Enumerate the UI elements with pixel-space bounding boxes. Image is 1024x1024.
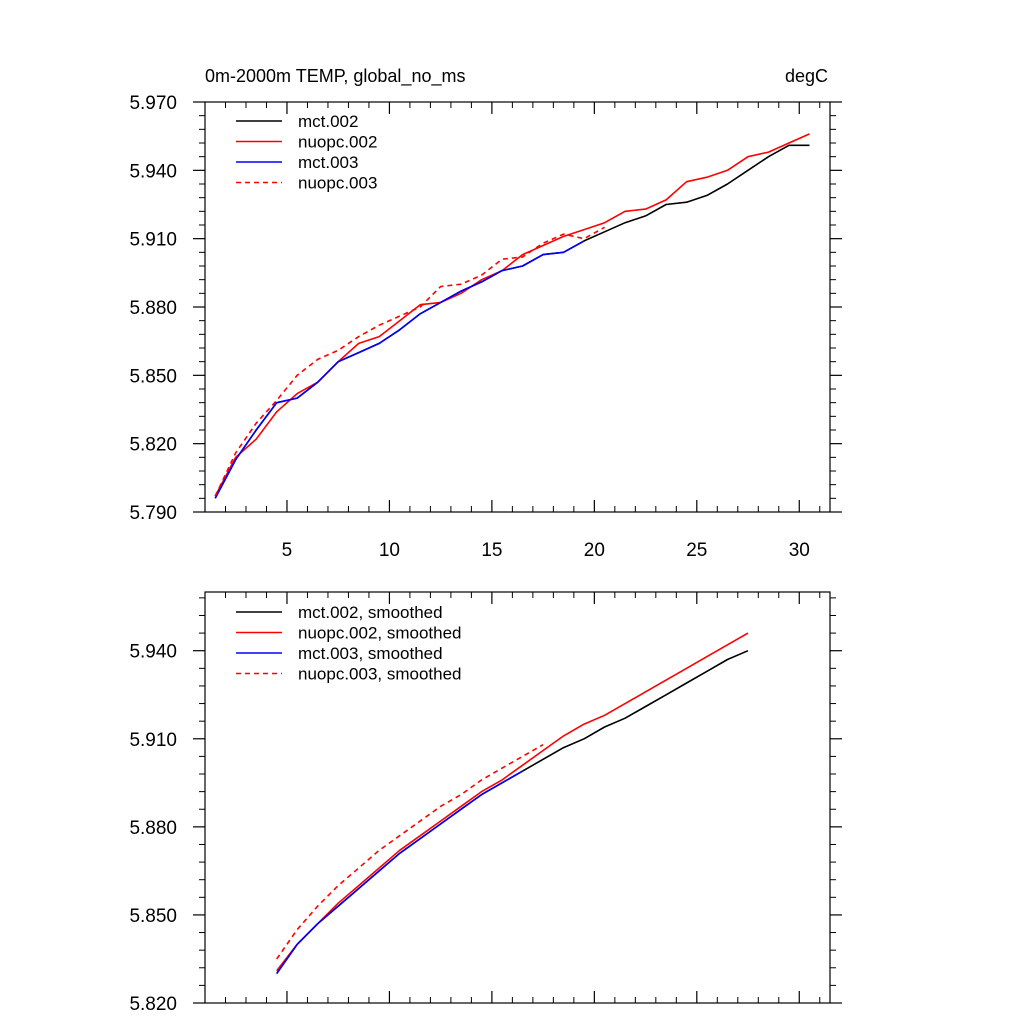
x-tick-label: 20 (584, 540, 605, 561)
y-tick-label: 5.850 (129, 366, 177, 387)
y-tick-label: 5.880 (129, 818, 177, 839)
series-line-nuopc002 (276, 632, 749, 972)
x-tick-label: 5 (282, 540, 293, 561)
legend-label: nuopc.003 (298, 174, 377, 193)
series-line-mct003 (214, 240, 585, 499)
legend-label: mct.002 (298, 112, 358, 131)
legend-label: mct.003 (298, 153, 358, 172)
x-tick-label: 10 (379, 540, 400, 561)
series-line-nuopc003 (276, 744, 544, 960)
series-line-mct003 (276, 770, 523, 975)
legend-label: nuopc.002, smoothed (298, 624, 462, 643)
series-line-mct002 (214, 144, 810, 499)
y-tick-label: 5.940 (129, 161, 177, 182)
chart-title-units: degC (785, 66, 828, 86)
legend-label: mct.003, smoothed (298, 644, 443, 663)
y-tick-label: 5.820 (129, 435, 177, 456)
legend-label: nuopc.003, smoothed (298, 665, 462, 684)
y-tick-label: 5.820 (129, 994, 177, 1015)
y-tick-label: 5.910 (129, 730, 177, 751)
chart-title-left: 0m-2000m TEMP, global_no_ms (205, 66, 465, 87)
series-line-mct002 (276, 649, 749, 975)
series-line-nuopc003 (214, 226, 605, 497)
chart-bottom-panel: 5.820 5.850 5.880 5.910 5.940 mct.002, smooth… (129, 591, 842, 1015)
y-tick-label: 5.790 (129, 503, 177, 524)
y-tick-label: 5.910 (129, 230, 177, 251)
plot-frame (204, 591, 831, 1004)
y-tick-label: 5.940 (129, 642, 177, 663)
x-tick-label: 25 (686, 540, 707, 561)
x-tick-label: 30 (789, 540, 810, 561)
y-tick-label: 5.970 (129, 93, 177, 114)
chart-top-panel: 0m-2000m TEMP, global_no_ms degC 5 10 15 20… (129, 66, 842, 561)
legend-label: mct.002, smoothed (298, 603, 443, 622)
x-tick-label: 15 (481, 540, 502, 561)
legend-label: nuopc.002 (298, 133, 377, 152)
y-tick-label: 5.850 (129, 906, 177, 927)
y-tick-label: 5.880 (129, 298, 177, 319)
